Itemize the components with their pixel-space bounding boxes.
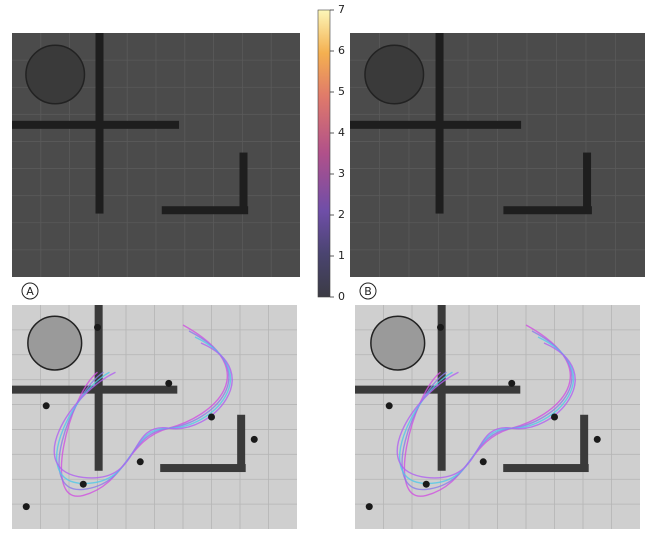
dot xyxy=(437,324,444,331)
wall xyxy=(12,121,179,129)
dot xyxy=(386,402,393,409)
arena xyxy=(12,33,300,277)
tick-label: 1 xyxy=(338,249,345,262)
dot xyxy=(43,402,50,409)
figure: 0 1 2 3 4 5 6 7 A B xyxy=(0,0,650,529)
wall xyxy=(580,415,588,471)
pool xyxy=(365,45,424,104)
tick-label: 5 xyxy=(338,85,345,98)
wall xyxy=(12,386,177,394)
dot xyxy=(80,481,87,488)
pool xyxy=(26,45,85,104)
arena xyxy=(350,33,645,277)
wall xyxy=(355,386,520,394)
dot xyxy=(423,481,430,488)
wall xyxy=(503,206,592,214)
wall xyxy=(237,415,245,471)
dot xyxy=(94,324,101,331)
tick-label: 3 xyxy=(338,167,345,180)
panel-label-a: A xyxy=(22,283,38,299)
dot xyxy=(480,458,487,465)
dot xyxy=(366,503,373,510)
dot xyxy=(165,380,172,387)
arena xyxy=(355,305,640,529)
tick-label: 4 xyxy=(338,126,345,139)
wall xyxy=(583,153,591,214)
panel-label: B xyxy=(364,285,372,298)
wall xyxy=(160,464,246,472)
tick-label: 6 xyxy=(338,44,345,57)
wall xyxy=(240,153,248,214)
arena xyxy=(12,305,297,529)
dot xyxy=(208,414,215,421)
wall xyxy=(162,206,248,214)
dot xyxy=(23,503,30,510)
dot xyxy=(137,458,144,465)
tick-label: 2 xyxy=(338,208,345,221)
pool xyxy=(371,316,425,370)
wall xyxy=(503,464,589,472)
panel-label: A xyxy=(26,285,34,298)
colorbar-ticks: 0 1 2 3 4 5 6 7 xyxy=(330,3,345,303)
dot xyxy=(551,414,558,421)
panel-label-b: B xyxy=(360,283,376,299)
wall xyxy=(350,121,521,129)
pool xyxy=(28,316,82,370)
tick-label: 0 xyxy=(338,290,345,303)
tick-label: 7 xyxy=(338,3,345,16)
colorbar xyxy=(318,10,330,297)
dot xyxy=(508,380,515,387)
dot xyxy=(251,436,258,443)
dot xyxy=(594,436,601,443)
